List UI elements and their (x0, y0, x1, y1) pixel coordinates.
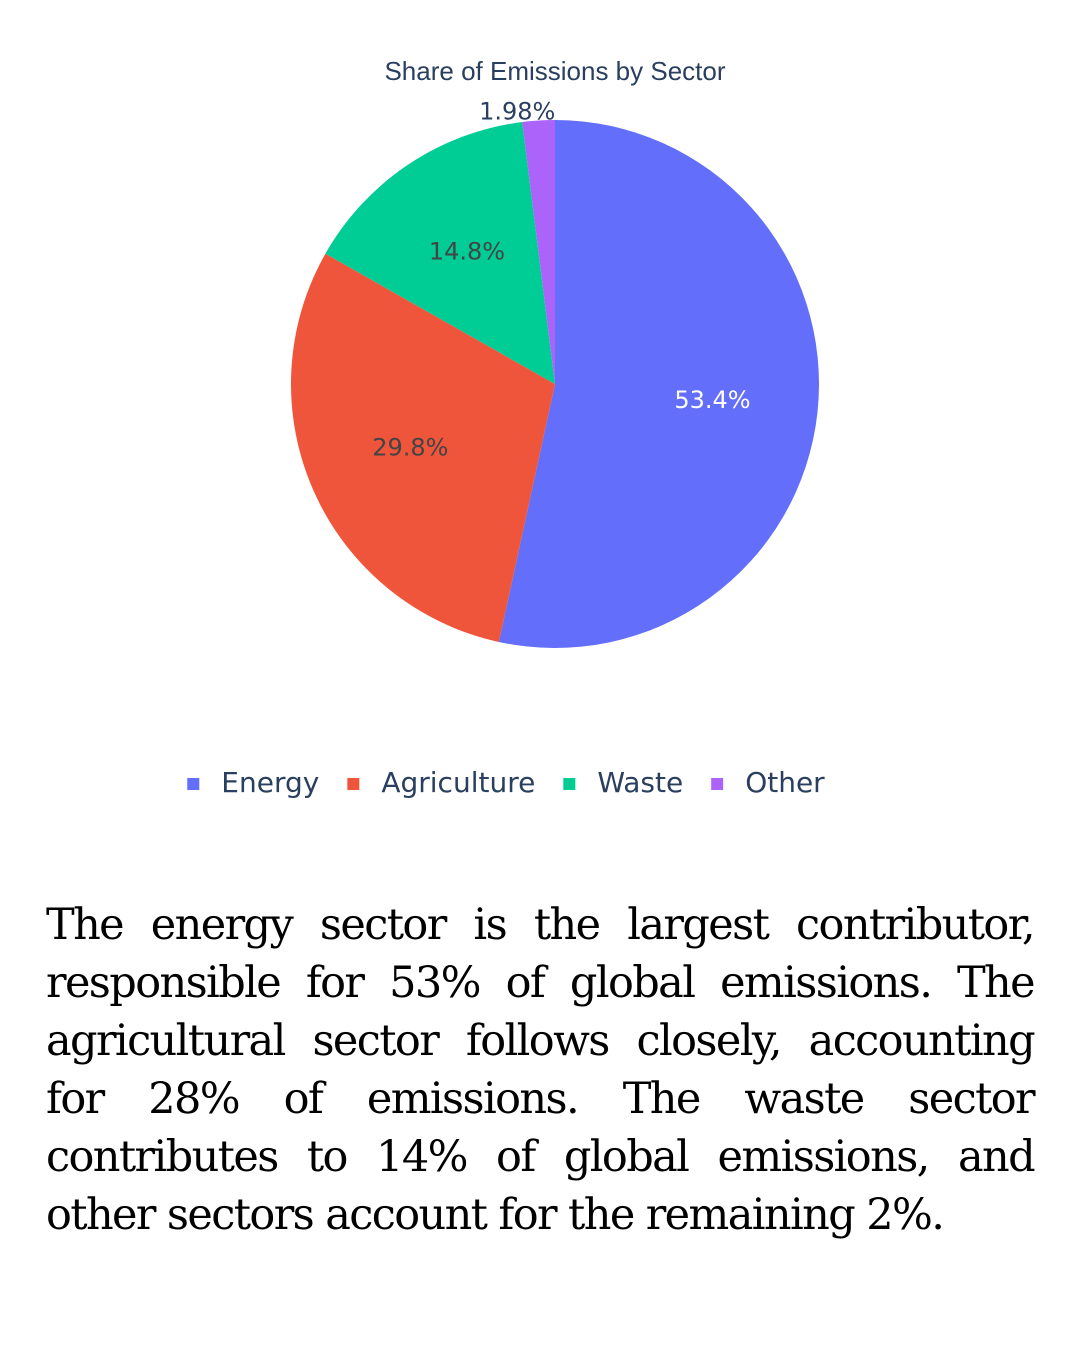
legend-swatch (347, 778, 360, 790)
legend-label: Waste (597, 766, 683, 799)
legend: Energy Agriculture Waste Other (187, 766, 825, 799)
legend-label: Agriculture (381, 766, 535, 799)
legend-item-energy[interactable]: Energy (187, 766, 319, 799)
pie-slice-other (522, 120, 555, 384)
pie-slice-labels: 53.4% 29.8% 14.8% 1.98% (372, 98, 750, 462)
slice-label-waste: 14.8% (429, 237, 505, 265)
pie-slice-agriculture (291, 253, 555, 642)
legend-label: Other (745, 766, 825, 799)
pie-slice-waste (325, 122, 555, 384)
legend-swatch (563, 778, 576, 790)
summary-paragraph: The energy sector is the largest contrib… (46, 900, 1036, 1240)
pie-chart: Share of Emissions by Sector 53.4% 29.8% 1… (187, 56, 825, 799)
legend-swatch (711, 778, 724, 790)
legend-item-other[interactable]: Other (711, 766, 825, 799)
legend-label: Energy (221, 766, 319, 799)
slice-label-other: 1.98% (479, 98, 555, 126)
legend-swatch (187, 778, 200, 790)
slice-label-energy: 53.4% (674, 386, 750, 414)
slice-label-agriculture: 29.8% (372, 434, 448, 462)
pie-slice-energy (498, 120, 819, 648)
legend-item-waste[interactable]: Waste (563, 766, 683, 799)
pie-slices (291, 120, 819, 648)
chart-title: Share of Emissions by Sector (384, 56, 725, 86)
legend-item-agriculture[interactable]: Agriculture (347, 766, 535, 799)
